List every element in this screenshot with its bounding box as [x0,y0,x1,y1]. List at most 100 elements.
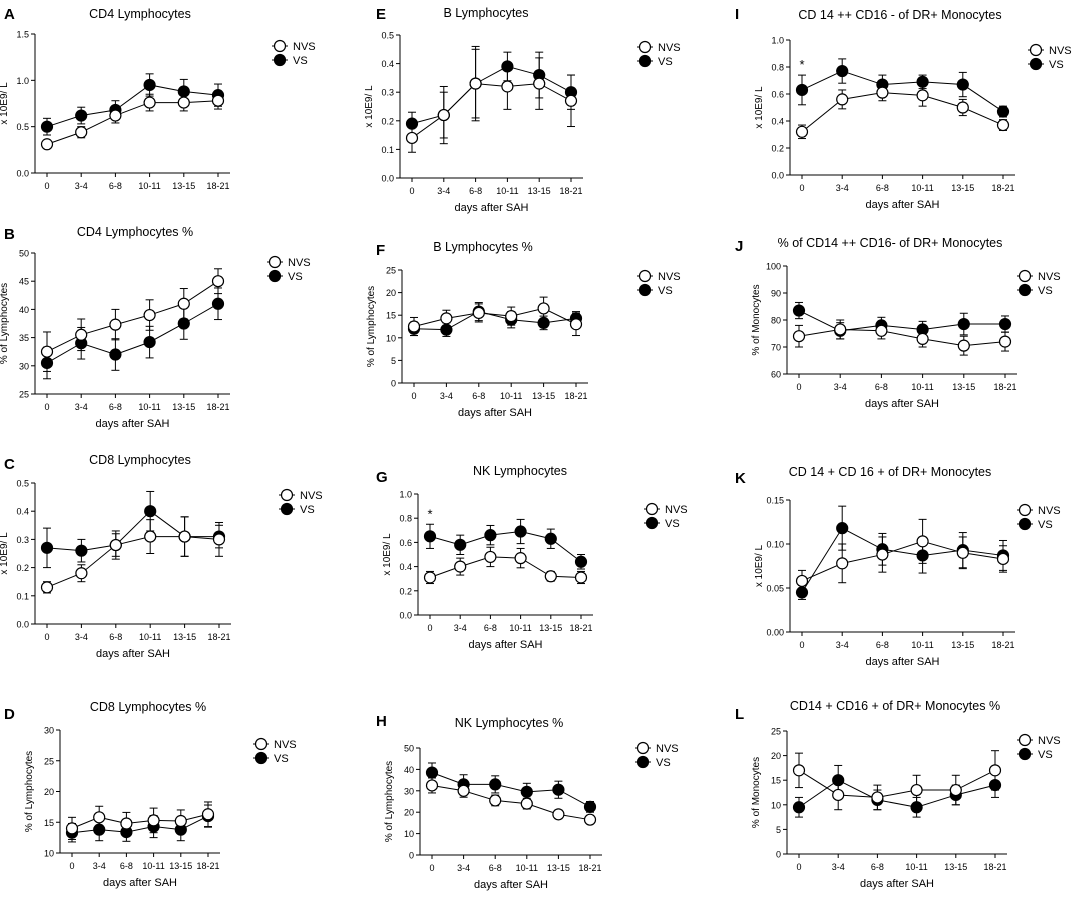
x-tick-label: 10-11 [911,382,933,392]
legend-label: VS [1038,519,1053,531]
x-axis-label: days after SAH [455,202,529,214]
legend-label: VS [665,518,680,530]
y-tick-label: 0.15 [766,496,784,506]
x-axis-label: days after SAH [860,878,934,890]
legend-label: VS [293,55,308,67]
x-tick-label: 10-11 [500,391,522,401]
x-tick-label: 3-4 [836,183,849,193]
x-tick-label: 6-8 [472,391,485,401]
panel-title: B Lymphocytes % [433,240,533,254]
x-tick-label: 18-21 [991,640,1014,650]
y-tick-label: 0.1 [381,145,394,155]
data-point-nvs [795,125,809,138]
data-point-vs [454,538,467,551]
data-point-nvs [75,328,88,341]
x-tick-label: 10-11 [139,632,161,642]
legend-marker-vs [1018,517,1032,531]
x-axis-label: days after SAH [458,407,532,419]
series-line-nvs [413,307,577,327]
data-point-nvs [795,574,809,588]
y-tick-label: 0.05 [766,584,784,594]
panel-title: NK Lymphocytes [473,464,567,478]
legend: NVS VS [644,502,688,530]
x-tick-label: 10-11 [905,862,927,872]
data-point-nvs [75,126,88,139]
y-tick-label: 100 [766,262,781,272]
legend-label: NVS [274,739,297,751]
x-tick-label: 13-15 [528,186,551,196]
y-tick-label: 80 [771,316,781,326]
y-tick-label: 0.8 [399,514,412,524]
data-point-vs [75,544,88,557]
x-tick-label: 18-21 [206,402,229,412]
panel-title: CD8 Lymphocytes [89,453,191,467]
y-tick-label: 0.5 [16,122,29,132]
panel-title: B Lymphocytes [444,6,529,20]
data-point-nvs [440,312,453,325]
y-tick-label: 0 [409,851,414,861]
y-tick-label: 0.4 [399,562,412,572]
panel-c: C CD8 Lymphocytes 0.0 0.1 0.2 0.3 0.4 0.5 0 3-4 6-… [0,453,323,660]
data-point-nvs [836,93,849,106]
x-tick-label: 3-4 [457,863,470,873]
series-line-nvs [46,280,219,353]
legend-marker-vs [1029,57,1043,71]
legend-marker-nvs [268,255,282,269]
x-tick-label: 6-8 [109,181,122,191]
legend-marker-vs [268,269,282,283]
panel-title: CD 14 ++ CD16 - of DR+ Monocytes [798,8,1001,22]
data-point-vs [583,800,597,813]
legend-marker-nvs [645,502,659,516]
data-point-vs [574,555,588,568]
legend-marker-vs [638,283,652,297]
x-tick-label: 18-21 [196,861,219,871]
data-point-vs [520,785,533,798]
y-axis-label: x 10E9/ L [364,85,375,128]
y-axis-label: % of Lymphocytes [24,751,35,832]
x-tick-label: 0 [796,862,801,872]
y-axis-label: % of Monocytes [751,284,762,355]
data-point-nvs [211,275,225,288]
x-axis-label: days after SAH [866,656,940,668]
y-tick-label: 5 [776,825,781,835]
y-axis-label: x 10E9/ L [0,82,10,125]
data-point-nvs [423,571,437,584]
legend-label: NVS [1038,271,1061,283]
data-point-nvs [792,330,806,343]
y-tick-label: 0.4 [381,59,394,69]
y-tick-label: 40 [404,765,414,775]
data-point-nvs [514,552,527,565]
data-point-nvs [472,306,485,320]
series-line-vs [46,303,219,364]
x-tick-label: 13-15 [547,863,570,873]
panel-d: D CD8 Lymphocytes % 10 15 20 25 30 0 3-4 6-8 10-11… [4,700,297,889]
x-tick-label: 13-15 [172,181,195,191]
data-point-nvs [40,345,54,358]
x-tick-label: 0 [799,640,804,650]
x-tick-label: 3-4 [75,632,88,642]
x-tick-label: 13-15 [173,632,196,642]
data-point-vs [40,120,54,133]
data-point-nvs [457,784,470,797]
data-point-nvs [211,94,225,107]
x-tick-label: 3-4 [440,391,453,401]
data-point-nvs [178,530,191,543]
legend-label: VS [656,757,671,769]
y-tick-label: 0.5 [16,479,29,489]
data-point-nvs [564,94,578,107]
data-point-nvs [505,310,518,323]
x-tick-label: 3-4 [454,623,467,633]
y-tick-label: 30 [19,361,29,371]
panel-a: A CD4 Lymphocytes 0.0 0.5 1.0 1.5 0 3-4 6-8 10-11… [0,6,316,191]
legend: NVS VS [1028,43,1072,71]
data-point-vs [143,78,156,92]
x-tick-label: 3-4 [437,186,450,196]
series-line-vs [798,310,1005,332]
y-tick-label: 0.6 [399,538,412,548]
legend: NVS VS [272,39,316,67]
x-tick-label: 18-21 [983,862,1006,872]
panel-letter: I [735,6,739,23]
y-tick-label: 0.5 [381,31,394,41]
y-tick-label: 45 [19,277,29,287]
data-point-nvs [544,570,557,583]
